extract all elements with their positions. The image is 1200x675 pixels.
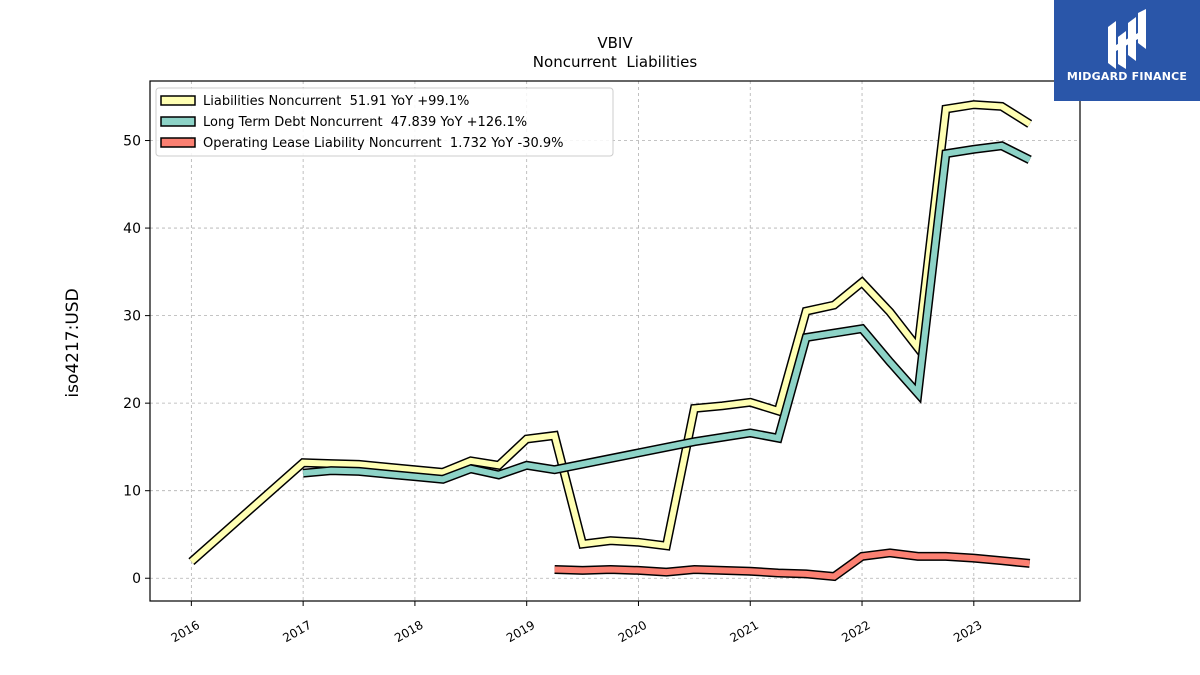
axis-ticks: 0 10 20 30 40 50 2016 2017 2018 2019 2020 2021 2022 2…: [123, 134, 984, 646]
legend-entry-label: Operating Lease Liability Noncurrent 1.7…: [203, 136, 564, 151]
y-tick-label: 20: [123, 396, 141, 412]
legend-entry-label: Liabilities Noncurrent 51.91 YoY +99.1%: [203, 94, 469, 109]
x-tick-label: 2022: [839, 618, 872, 645]
y-tick-label: 10: [123, 484, 141, 500]
chart-subtitle: Noncurrent Liabilities: [533, 53, 698, 71]
legend-swatch: [160, 116, 196, 127]
series-lines: [188, 100, 1033, 582]
x-tick-label: 2018: [392, 618, 425, 645]
legend-swatch: [160, 137, 196, 148]
x-tick-label: 2020: [616, 618, 649, 645]
y-tick-label: 0: [132, 571, 141, 587]
legend-box: [155, 87, 614, 157]
x-tick-label: 2023: [951, 618, 984, 645]
x-tick-label: 2017: [280, 618, 313, 645]
series-line-1: [189, 101, 1032, 564]
x-tick-label: 2019: [504, 618, 537, 645]
plot-frame: [149, 80, 1081, 602]
y-tick-label: 50: [123, 134, 141, 150]
chart-title: VBIV: [597, 34, 633, 52]
series-line-3: [554, 549, 1030, 580]
y-tick-label: 30: [123, 309, 141, 325]
brand-name: MIDGARD FINANCE: [1066, 70, 1188, 83]
legend: Liabilities Noncurrent 51.91 YoY +99.1% L…: [155, 87, 614, 157]
x-tick-label: 2021: [728, 618, 761, 645]
y-tick-label: 40: [123, 221, 141, 237]
y-axis-label: iso4217:USD: [63, 288, 83, 397]
logo-mark-icon: [1108, 9, 1146, 69]
legend-swatch: [160, 95, 196, 106]
brand-logo: MIDGARD FINANCE: [1054, 0, 1200, 101]
legend-entry-label: Long Term Debt Noncurrent 47.839 YoY +12…: [203, 115, 527, 130]
series-line-2: [302, 142, 1032, 483]
x-tick-label: 2016: [169, 618, 202, 645]
